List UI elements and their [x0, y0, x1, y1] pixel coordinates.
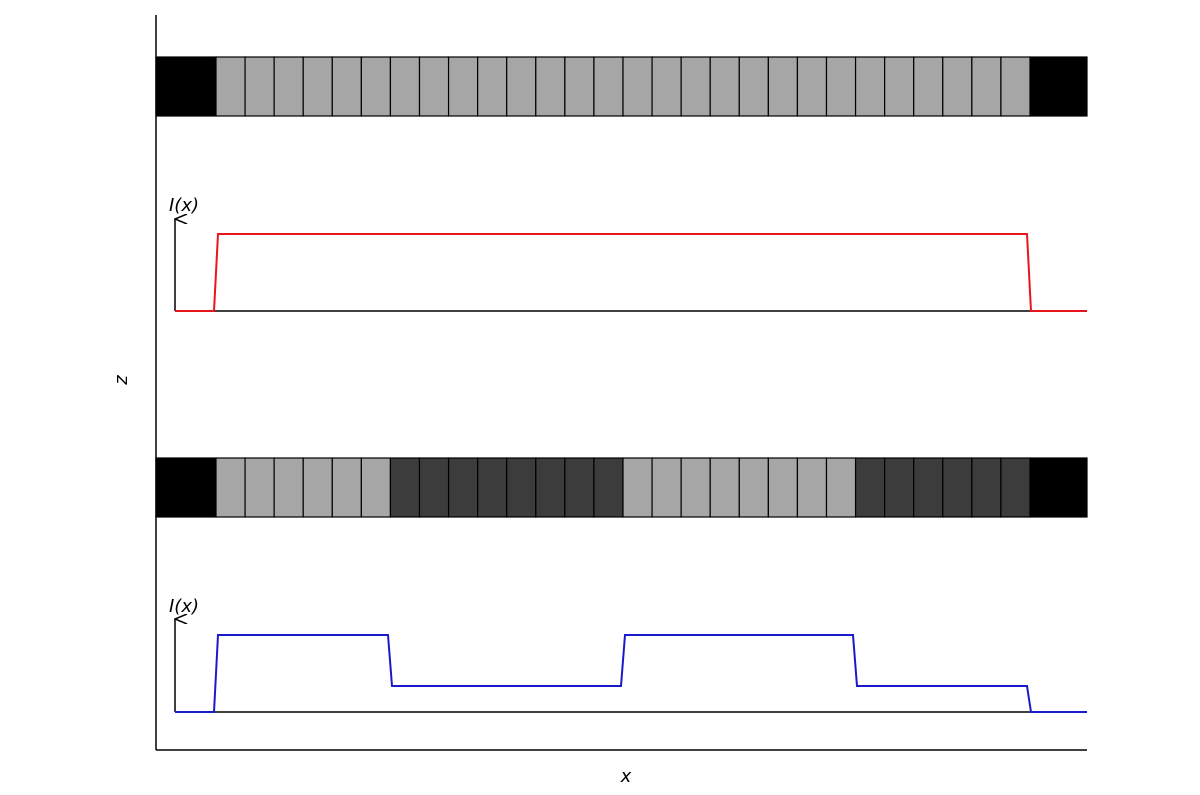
pixel-cell [913, 56, 944, 117]
pixel-cell [825, 457, 857, 518]
z-label: z [111, 375, 132, 386]
pixel-cell [738, 457, 769, 518]
pixel-cell [389, 457, 421, 518]
intensity-label: I(x) [169, 195, 199, 216]
pixel-cell [535, 56, 566, 117]
pixel-cell [942, 56, 973, 117]
pixel-cell [244, 56, 275, 117]
pixel-cell [854, 56, 886, 117]
pixel-cell [767, 56, 799, 117]
pixel-cell [709, 56, 740, 117]
pixel-cell [506, 457, 537, 518]
pixel-cell [1000, 457, 1031, 518]
intensity-label: I(x) [169, 596, 199, 617]
pixel-cell [738, 56, 769, 117]
pixel-cell [622, 56, 653, 117]
pixel-cell [360, 56, 392, 117]
pixel-cell [651, 56, 682, 117]
pixel-cell [971, 457, 1002, 518]
intensity-profile [175, 634, 1087, 713]
pixel-cell [854, 457, 886, 518]
pixel-cell [942, 457, 973, 518]
edge-block [155, 457, 217, 518]
x-label: x [620, 766, 632, 787]
pixel-cell [215, 457, 246, 518]
pixel-cell [331, 457, 362, 518]
pixel-cell [564, 56, 595, 117]
pixel-cell [302, 56, 333, 117]
pixel-cell [884, 56, 915, 117]
intensity-profile [175, 233, 1087, 312]
edge-block [1029, 457, 1088, 518]
edge-block [155, 56, 217, 117]
pixel-cell [447, 457, 479, 518]
pixel-cell [447, 56, 479, 117]
pixel-cell [273, 56, 304, 117]
pixel-strips [155, 56, 1088, 518]
pixel-cell [651, 457, 682, 518]
pixel-cell [709, 457, 740, 518]
pixel-cell [680, 56, 711, 117]
pixel-cell [593, 56, 624, 117]
pixel-cell [593, 457, 624, 518]
pixel-cell [796, 56, 828, 117]
pixel-cell [506, 56, 537, 117]
pixel-cell [535, 457, 566, 518]
edge-block [1029, 56, 1088, 117]
pixel-cell [825, 56, 857, 117]
pixel-cell [913, 457, 944, 518]
pixel-cell [884, 457, 915, 518]
pixel-cell [389, 56, 421, 117]
pixel-cell [767, 457, 799, 518]
pixel-cell [477, 457, 508, 518]
pixel-cell [418, 56, 450, 117]
pixel-cell [796, 457, 828, 518]
pixel-cell [418, 457, 450, 518]
pixel-cell [971, 56, 1002, 117]
pixel-cell [331, 56, 362, 117]
pixel-cell [622, 457, 653, 518]
pixel-cell [215, 56, 246, 117]
pixel-cell [477, 56, 508, 117]
pixel-cell [244, 457, 275, 518]
pixel-cell [273, 457, 304, 518]
pixel-cell [680, 457, 711, 518]
pixel-cell [360, 457, 392, 518]
pixel-cell [1000, 56, 1031, 117]
pixel-cell [564, 457, 595, 518]
pixel-cell [302, 457, 333, 518]
